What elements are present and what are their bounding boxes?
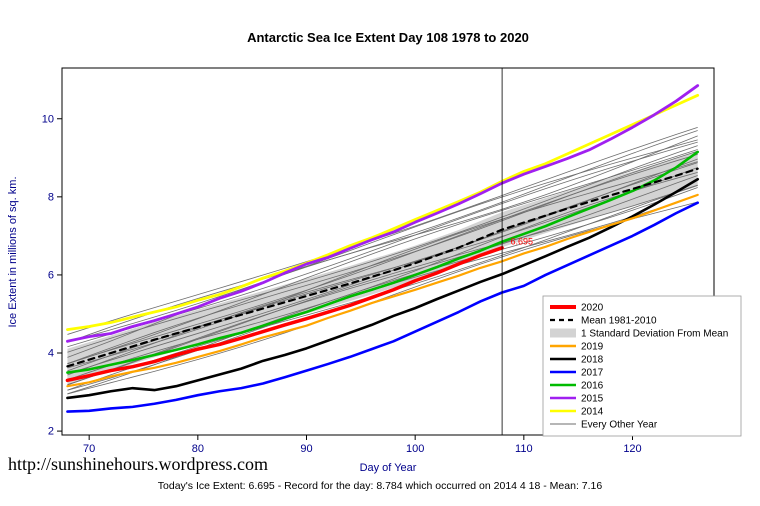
background-year-line <box>67 145 698 353</box>
series-line-2018 <box>66 177 700 400</box>
series-line-2020 <box>65 246 504 383</box>
y-tick-label: 8 <box>48 191 54 203</box>
background-year-line <box>67 162 698 375</box>
legend-label: 2017 <box>581 368 604 379</box>
footer-caption: Today's Ice Extent: 6.695 - Record for t… <box>158 480 603 492</box>
legend-label: Mean 1981-2010 <box>581 316 657 327</box>
x-tick-label: 110 <box>515 443 533 455</box>
plot-border <box>61 67 715 436</box>
y-tick-label: 4 <box>48 348 54 360</box>
y-tick-label: 6 <box>48 269 54 281</box>
plot-area <box>65 68 700 435</box>
legend-box <box>542 295 742 437</box>
site-url-link[interactable]: http://sunshinehours.wordpress.com <box>8 454 268 474</box>
background-year-line <box>67 187 698 395</box>
legend-label: 2020 <box>581 303 604 314</box>
axes: 70 80 90 100 110 120 2 4 6 8 10 <box>42 67 715 455</box>
legend-label: 2018 <box>581 355 604 366</box>
extent-annotation: 6.695 <box>511 236 534 246</box>
y-tick-label: 2 <box>48 426 54 438</box>
legend-label: 1 Standard Deviation From Mean <box>581 329 728 340</box>
series-line-2015 <box>66 84 700 343</box>
legend-label: Every Other Year <box>581 420 658 431</box>
legend-label: 2016 <box>581 381 604 392</box>
legend-label: 2019 <box>581 342 604 353</box>
background-year-line <box>67 171 698 381</box>
legend: 2020 Mean 1981-2010 1 Standard Deviation F… <box>542 295 742 437</box>
background-year-line <box>67 154 698 364</box>
x-tick-label: 70 <box>83 443 95 455</box>
y-axis-label: Ice Extent in millions of sq. km. <box>7 177 19 328</box>
background-year-line <box>67 161 698 369</box>
std-dev-band <box>67 151 698 384</box>
x-tick-label: 120 <box>623 443 641 455</box>
series-line-mean-1981-2010 <box>66 167 699 368</box>
background-year-line <box>67 175 698 386</box>
chart-title: Antarctic Sea Ice Extent Day 108 1978 to… <box>247 30 529 45</box>
legend-label: 2014 <box>581 407 604 418</box>
series-line-2016 <box>66 150 700 374</box>
legend-swatch-band <box>550 328 576 338</box>
series-line-2017 <box>66 201 700 413</box>
background-year-line <box>67 149 698 365</box>
x-tick-label: 90 <box>300 443 312 455</box>
x-tick-label: 80 <box>192 443 204 455</box>
series-line-2014 <box>66 93 700 331</box>
background-year-line <box>67 184 698 385</box>
y-tick-label: 10 <box>42 113 54 125</box>
x-tick-label: 100 <box>406 443 424 455</box>
background-year-line <box>67 139 698 343</box>
legend-label: 2015 <box>581 394 604 405</box>
x-axis-label: Day of Year <box>360 462 417 474</box>
series-line-2019 <box>66 193 699 388</box>
